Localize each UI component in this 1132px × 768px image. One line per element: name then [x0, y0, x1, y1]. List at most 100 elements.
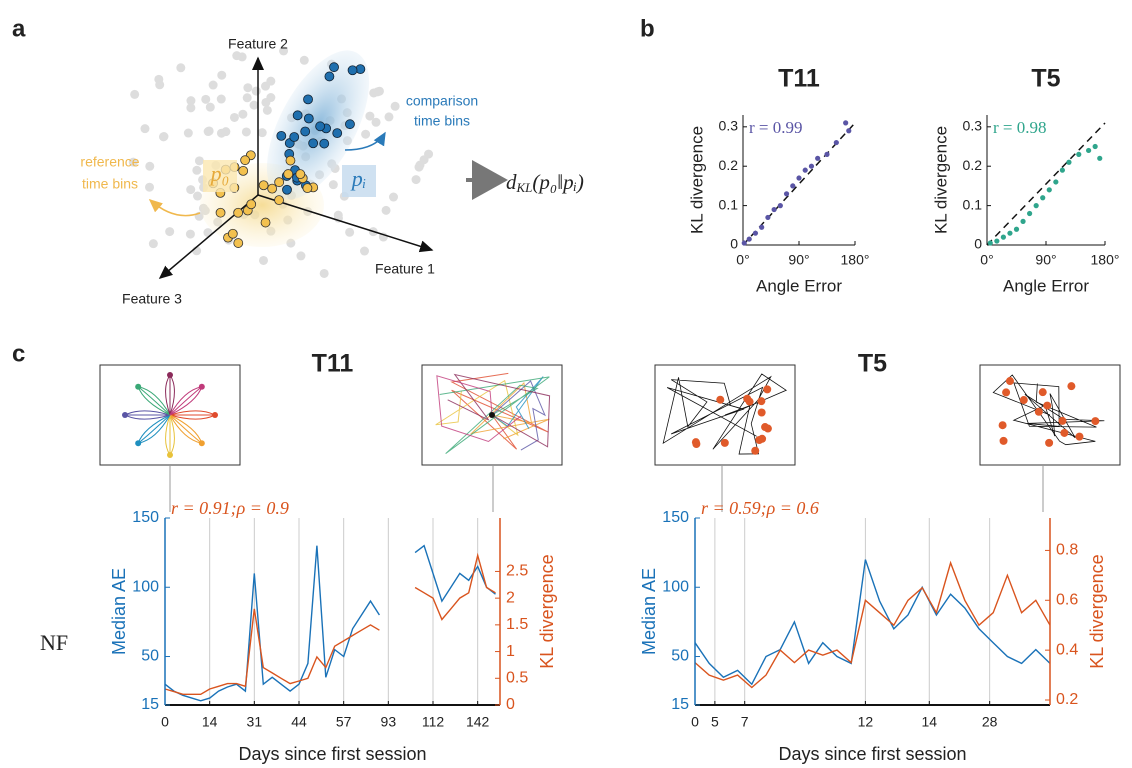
target [1058, 416, 1067, 425]
bg-dot [186, 103, 196, 113]
point [994, 238, 1000, 244]
label-box [342, 165, 376, 197]
comparison-dot [315, 121, 326, 132]
reference-dot [267, 183, 278, 194]
trace [124, 414, 171, 420]
y2-tick-label: 1.5 [506, 616, 528, 633]
insets [99, 364, 1121, 512]
point [796, 175, 802, 181]
bg-dot [183, 128, 193, 138]
inset-traces [122, 372, 1105, 458]
reference-dot [227, 228, 238, 239]
y-tick-label: 15 [671, 696, 689, 713]
bg-dot [261, 97, 271, 107]
bg-dot [185, 229, 195, 239]
label-box [203, 160, 237, 192]
bg-dot [205, 102, 215, 112]
bg-dot [249, 100, 259, 110]
bg-dot [384, 112, 394, 122]
bg-dot [296, 251, 306, 261]
target [745, 397, 754, 406]
bg-dot [186, 185, 196, 195]
point [1092, 143, 1098, 150]
target [1075, 432, 1084, 441]
y2-tick-label: 0.4 [1056, 641, 1078, 658]
reference-dot [258, 180, 269, 191]
series-line [694, 559, 1051, 686]
target [167, 372, 173, 378]
trace [169, 414, 216, 420]
axis-label: Feature 3 [122, 291, 182, 307]
x-axis-label: Angle Error [1003, 276, 1089, 295]
trace [169, 386, 202, 416]
target [1005, 377, 1014, 386]
trace [138, 414, 171, 444]
reference-label: time bins [82, 176, 138, 192]
trace [169, 414, 202, 444]
target [135, 440, 142, 447]
target [1002, 388, 1011, 397]
point [1007, 230, 1013, 236]
bg-dot [319, 268, 329, 278]
reference-dot [283, 169, 294, 179]
bg-dot [361, 129, 371, 139]
bg-dot [365, 111, 375, 121]
bg-dot [221, 127, 231, 137]
target [1038, 388, 1047, 397]
bg-dot [390, 101, 400, 111]
reference-label: reference [80, 154, 139, 170]
panel-label: b [640, 15, 655, 42]
y2-tick-label: 2 [506, 589, 515, 606]
reference-dot [233, 207, 244, 218]
y2-tick-label: 1 [506, 643, 515, 660]
bg-dot [262, 105, 272, 115]
trace [169, 410, 216, 416]
bg-dot [279, 46, 289, 56]
formula-sub: KL [516, 180, 533, 195]
y2-tick-label: 2.5 [506, 563, 528, 580]
reference-dot [240, 155, 251, 166]
fit-line [986, 122, 1106, 246]
point [1059, 167, 1065, 173]
x-tick-label: 180° [841, 252, 870, 268]
bg-dot [333, 210, 343, 220]
trace [491, 376, 544, 429]
point [1033, 203, 1039, 209]
target [167, 452, 173, 458]
bg-dot [186, 96, 196, 106]
bg-dot [369, 88, 379, 98]
bg-dot [176, 63, 186, 73]
axis-arrow [158, 194, 259, 279]
point [741, 240, 747, 246]
center [489, 412, 495, 418]
bg-dot [145, 182, 155, 192]
x-tick-label: 0° [736, 252, 749, 268]
y-tick-label: 0.1 [719, 196, 739, 212]
x-tick-label: 112 [422, 714, 445, 730]
point [833, 139, 839, 146]
trace [439, 376, 550, 454]
y2-tick-label: 0.5 [506, 670, 528, 687]
series-line [164, 544, 496, 702]
chart-title: T11 [778, 65, 820, 93]
y-tick-label: 100 [132, 578, 159, 595]
bg-dot [241, 127, 251, 137]
point [1066, 159, 1072, 165]
x-tick-label: 5 [711, 714, 719, 730]
bg-dot [251, 86, 261, 96]
y-tick-label: 50 [141, 648, 159, 665]
y-tick-label: 150 [662, 509, 689, 526]
bg-dot [328, 180, 338, 190]
point [815, 155, 821, 161]
comparison-dot [329, 62, 339, 73]
chart-title: T11 [312, 350, 354, 378]
reference-dist: p₀ [209, 161, 230, 186]
bg-dot [232, 51, 242, 61]
x-tick-label: 142 [466, 714, 490, 730]
reference-dot [215, 207, 226, 218]
y2-axis-label: KL divergence [537, 554, 557, 668]
reference-dot [274, 177, 285, 188]
trace [447, 373, 551, 448]
bg-dot [203, 228, 213, 238]
bg-dot [266, 76, 276, 86]
